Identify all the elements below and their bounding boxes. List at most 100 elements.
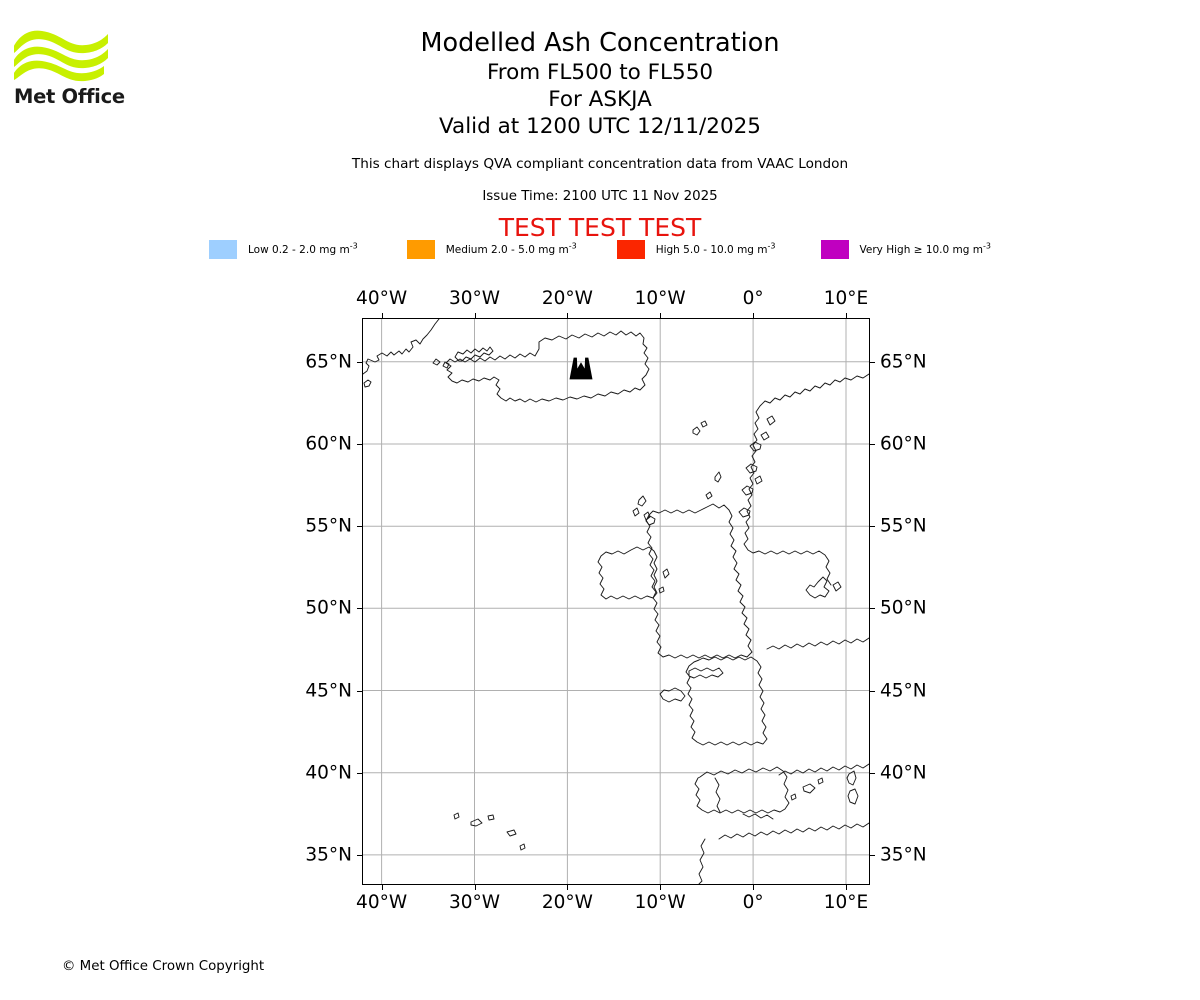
lon-label-top-30W: 30°W bbox=[448, 288, 501, 309]
met-office-logo: Met Office bbox=[12, 22, 202, 117]
tick-lon-top-5 bbox=[846, 313, 847, 318]
map-frame bbox=[362, 318, 870, 885]
legend-label-medium: Medium 2.0 - 5.0 mg m-3 bbox=[445, 241, 577, 256]
tick-lat-right-55 bbox=[870, 526, 875, 528]
legend-item-very-high: Very High ≥ 10.0 mg m-3 bbox=[820, 240, 991, 259]
tick-lat-right-50 bbox=[870, 608, 875, 610]
coastline-faroe-islands bbox=[692, 426, 701, 436]
tick-lat-left-35 bbox=[357, 854, 362, 856]
graticule-grid bbox=[363, 319, 869, 884]
coastline-france-west bbox=[685, 656, 768, 746]
copyright-notice: © Met Office Crown Copyright bbox=[62, 959, 265, 974]
tick-lon-top-0 bbox=[381, 313, 383, 318]
coastline-gibraltar bbox=[742, 813, 774, 820]
coastline-ireland bbox=[597, 546, 658, 600]
coastline-azores-c bbox=[487, 814, 495, 821]
coastline-brittany bbox=[659, 687, 686, 703]
tick-lon-bottom-1 bbox=[474, 885, 476, 890]
tick-lon-bottom-4 bbox=[753, 885, 755, 890]
coastline-scotland-west bbox=[645, 515, 656, 526]
tick-lat-left-50 bbox=[357, 608, 362, 610]
lat-label-left-60N: 60°N bbox=[305, 433, 352, 455]
tick-lon-bottom-2 bbox=[567, 885, 569, 890]
tick-lat-left-65 bbox=[357, 361, 362, 363]
tick-lon-top-2 bbox=[567, 313, 569, 318]
lon-label-top-20W: 20°W bbox=[541, 288, 593, 309]
title-valid-time: Valid at 1200 UTC 12/11/2025 bbox=[438, 114, 761, 139]
tick-lon-bottom-5 bbox=[846, 885, 847, 890]
tick-lat-right-35 bbox=[870, 854, 875, 856]
lat-label-right-55N: 55°N bbox=[880, 515, 927, 537]
coastline-norway-fjord-b bbox=[745, 463, 758, 474]
coastline-norway-fjord-d bbox=[738, 507, 751, 518]
tick-lat-left-40 bbox=[357, 772, 362, 774]
title-flight-levels: From FL500 to FL550 bbox=[486, 60, 714, 85]
lon-label-top-10W: 10°W bbox=[634, 288, 686, 309]
volcano-marker-askja[interactable] bbox=[569, 357, 593, 380]
issue-time: Issue Time: 2100 UTC 11 Nov 2025 bbox=[482, 189, 718, 204]
coastlines bbox=[363, 319, 869, 884]
tick-lon-top-4 bbox=[753, 313, 755, 318]
legend-label-low: Low 0.2 - 2.0 mg m-3 bbox=[248, 241, 358, 256]
lon-label-bottom-20W: 20°W bbox=[541, 892, 593, 913]
coastline-corsica bbox=[846, 770, 857, 786]
tick-lon-top-3 bbox=[660, 313, 662, 318]
coastline-iceland-westfjords bbox=[454, 346, 494, 362]
tick-lon-bottom-3 bbox=[660, 885, 662, 890]
coastline-sardinia bbox=[847, 788, 859, 805]
coastline-great-britain bbox=[645, 503, 753, 659]
tick-lat-right-40 bbox=[870, 772, 875, 774]
coastline-hebrides-b bbox=[632, 507, 640, 517]
lat-label-right-60N: 60°N bbox=[880, 433, 927, 455]
tick-lat-left-45 bbox=[357, 690, 362, 692]
coastline-balearics-ibiza bbox=[790, 793, 797, 801]
lat-label-left-35N: 35°N bbox=[305, 844, 352, 866]
coastline-hebrides-c bbox=[643, 511, 651, 521]
tick-lat-left-60 bbox=[357, 444, 362, 445]
coastline-norway-fjord-c bbox=[741, 485, 754, 496]
coastline-orkney bbox=[705, 491, 713, 500]
coastline-azores-e bbox=[519, 843, 526, 851]
coastline-iberia-outline bbox=[694, 766, 790, 814]
lat-label-left-40N: 40°N bbox=[305, 762, 352, 784]
lat-label-left-45N: 45°N bbox=[305, 680, 352, 701]
legend-swatch-low bbox=[209, 240, 237, 259]
coastline-balearics bbox=[802, 783, 816, 794]
lat-label-right-45N: 45°N bbox=[880, 680, 927, 701]
lon-label-top-0: 0° bbox=[742, 288, 764, 309]
map-canvas bbox=[363, 319, 869, 884]
page-title: Modelled Ash Concentration bbox=[420, 28, 780, 58]
legend-item-high: High 5.0 - 10.0 mg m-3 bbox=[616, 240, 776, 259]
coastline-portugal-border bbox=[714, 777, 721, 813]
tick-lat-right-60 bbox=[870, 444, 875, 445]
coastline-low-countries bbox=[766, 637, 869, 650]
coastline-north-africa bbox=[718, 822, 869, 840]
legend-swatch-very-high bbox=[820, 240, 849, 259]
legend-label-very-high: Very High ≥ 10.0 mg m-3 bbox=[859, 241, 991, 256]
lat-label-right-40N: 40°N bbox=[880, 762, 927, 784]
tick-lat-right-65 bbox=[870, 361, 875, 363]
coastline-iceland-islet-b bbox=[432, 358, 441, 366]
coastline-norway-fjord-a bbox=[749, 441, 762, 452]
lat-label-left-55N: 55°N bbox=[305, 515, 352, 537]
legend-label-high: High 5.0 - 10.0 mg m-3 bbox=[655, 241, 776, 256]
lon-label-bottom-30W: 30°W bbox=[448, 892, 501, 913]
coastline-norway bbox=[743, 373, 869, 586]
coastline-norway-islet-b bbox=[760, 431, 770, 441]
legend-item-medium: Medium 2.0 - 5.0 mg m-3 bbox=[406, 240, 577, 259]
coastline-norway-islet-a bbox=[766, 415, 776, 426]
coastline-iceland-islet-a bbox=[442, 361, 450, 369]
title-volcano: For ASKJA bbox=[548, 87, 652, 112]
coastline-denmark bbox=[805, 576, 830, 599]
lat-label-right-50N: 50°N bbox=[880, 597, 927, 619]
coastline-isle-of-man bbox=[662, 568, 670, 579]
concentration-legend: Low 0.2 - 2.0 mg m-3 Medium 2.0 - 5.0 mg… bbox=[0, 240, 1200, 259]
chart-note: This chart displays QVA compliant concen… bbox=[351, 156, 849, 172]
ash-concentration-map[interactable]: 40°W 30°W 20°W 10°W 0° 10°E 40°W 30°W 20… bbox=[305, 288, 926, 913]
coastline-greenland-islet bbox=[363, 379, 372, 388]
coastline-anglesey bbox=[658, 586, 665, 594]
coastline-norway-islet-c bbox=[754, 475, 763, 485]
coastline-jutland-islet bbox=[832, 581, 842, 592]
lon-label-bottom-10W: 10°W bbox=[634, 892, 686, 913]
lon-label-top-10E: 10°E bbox=[823, 288, 869, 309]
